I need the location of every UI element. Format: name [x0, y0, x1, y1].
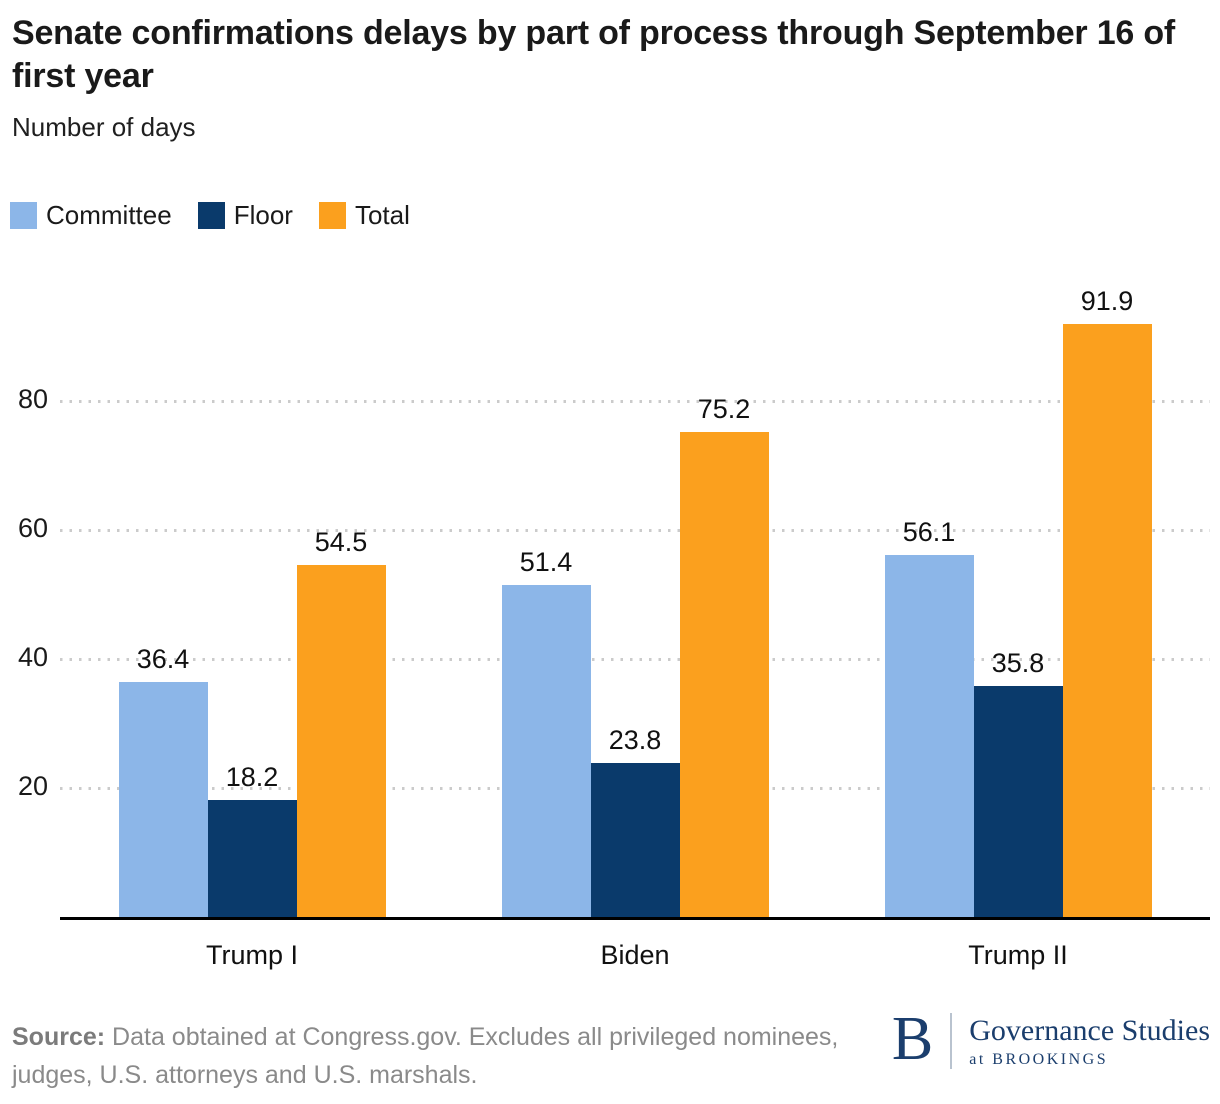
- legend: Committee Floor Total: [10, 200, 410, 231]
- source-note: Source: Data obtained at Congress.gov. E…: [12, 1018, 842, 1094]
- chart-plot: 20 40 60 80 36.4 51.4 56.1 18.2 23.8 35.8 54.5 75.2…: [0, 250, 1220, 970]
- logo-program-name: Governance Studies: [969, 1013, 1210, 1047]
- bar-total-trump-i: [296, 565, 386, 917]
- x-axis-line: [60, 917, 1210, 920]
- source-label: Source:: [12, 1023, 106, 1051]
- bar-value-total-biden: 75.2: [697, 394, 751, 424]
- bar-value-floor-biden: 23.8: [608, 725, 662, 755]
- legend-label-total: Total: [354, 200, 410, 230]
- bar-value-floor-trump-ii: 35.8: [991, 648, 1045, 678]
- legend-swatch-committee: [10, 202, 37, 229]
- y-tick-label-80: 80: [17, 384, 48, 414]
- legend-label-floor: Floor: [233, 200, 293, 230]
- bar-committee-trump-ii: [884, 555, 974, 917]
- legend-swatch-floor: [197, 202, 225, 229]
- legend-item-committee: Committee: [10, 200, 172, 231]
- bar-value-floor-trump-i: 18.2: [225, 762, 279, 792]
- gridline-80: [60, 400, 1210, 403]
- legend-swatch-total: [318, 202, 346, 229]
- bar-total-biden: [679, 432, 769, 917]
- x-category-label-trump-ii: Trump II: [968, 940, 1068, 970]
- legend-item-floor: Floor: [197, 200, 293, 231]
- bar-value-committee-biden: 51.4: [519, 547, 573, 577]
- y-tick-label-60: 60: [17, 513, 48, 543]
- gridline-40: [60, 658, 1210, 661]
- chart-subtitle: Number of days: [12, 112, 196, 142]
- y-tick-label-20: 20: [17, 771, 48, 801]
- bar-value-committee-trump-ii: 56.1: [902, 517, 956, 547]
- bar-value-total-trump-i: 54.5: [314, 527, 368, 557]
- legend-label-committee: Committee: [46, 200, 172, 230]
- logo-org-name: at BROOKINGS: [969, 1050, 1109, 1068]
- source-text: Data obtained at Congress.gov. Excludes …: [12, 1023, 839, 1089]
- y-tick-label-40: 40: [17, 642, 48, 672]
- bar-committee-trump-i: [118, 682, 208, 917]
- bar-total-trump-ii: [1062, 324, 1152, 917]
- gridline-60: [60, 529, 1210, 532]
- bar-floor-trump-i: [207, 800, 297, 917]
- bar-committee-biden: [501, 585, 591, 917]
- logo-text: Governance Studies at BROOKINGS: [969, 1014, 1210, 1069]
- brookings-b-logo-icon: B: [891, 1005, 934, 1073]
- x-category-label-biden: Biden: [600, 940, 670, 970]
- chart-title: Senate confirmations delays by part of p…: [12, 14, 1176, 95]
- bar-value-committee-trump-i: 36.4: [136, 644, 190, 674]
- logo-divider: [950, 1013, 953, 1069]
- bar-floor-trump-ii: [973, 686, 1063, 917]
- brookings-logo: B Governance Studies at BROOKINGS: [892, 1008, 1210, 1074]
- legend-item-total: Total: [318, 200, 410, 231]
- bar-value-total-trump-ii: 91.9: [1080, 286, 1134, 316]
- bar-floor-biden: [590, 763, 680, 917]
- x-category-label-trump-i: Trump I: [205, 940, 298, 970]
